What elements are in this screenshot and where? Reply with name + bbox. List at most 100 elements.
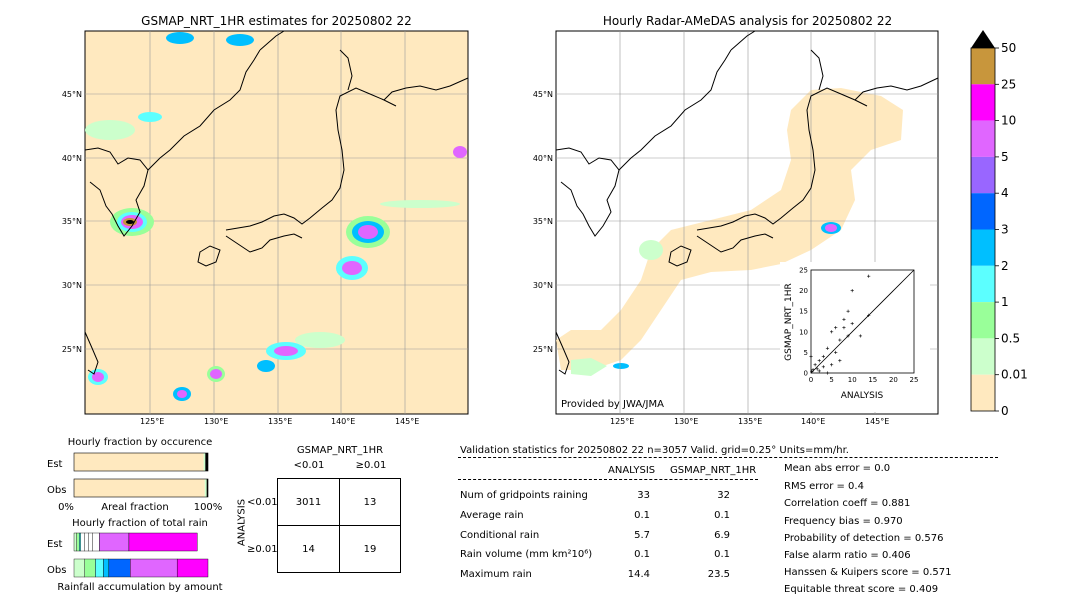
colorbar-segment (971, 338, 995, 375)
validation-row-label: Num of gridpoints raining (460, 490, 588, 501)
lat-label: 35°N (62, 217, 82, 226)
colorbar-segment (971, 193, 995, 230)
scatter-xtick: 5 (829, 376, 833, 384)
occ-cat-label: Obs (47, 485, 66, 496)
rain-bar-segment (88, 532, 93, 552)
scatter-diagonal (810, 269, 915, 374)
lon-label: 145°E (865, 417, 890, 426)
lon-label: 125°E (610, 417, 635, 426)
validation-col-gsmap: GSMAP_NRT_1HR (670, 465, 757, 476)
validation-row-gsmap: 6.9 (714, 530, 730, 541)
scatter-point (842, 317, 846, 322)
contingency-col-label: ≥0.01 (355, 460, 387, 471)
lon-label: 140°E (331, 417, 356, 426)
scatter-point (817, 359, 821, 363)
validation-row-gsmap: 0.1 (714, 549, 730, 560)
validation-row-gsmap: 23.5 (707, 569, 730, 580)
contingency-row-label: <0.01 (247, 497, 278, 508)
scatter-ytick: 25 (799, 267, 808, 275)
occurrence-chart: Est Obs 0% 100% Areal fraction (47, 452, 223, 513)
lat-label: 45°N (62, 90, 82, 99)
rain-bar-segment (130, 558, 178, 578)
contingency-col-label: <0.01 (293, 460, 325, 471)
colorbar-label: 1 (1001, 295, 1009, 309)
validation-row-label: Rain volume (mm km²10⁶) (460, 549, 593, 560)
scatter-point (846, 334, 850, 338)
lat-label: 25°N (62, 345, 82, 354)
lon-label: 140°E (801, 417, 826, 426)
rain-bar-segment (99, 532, 130, 552)
rain-cat-label: Est (47, 539, 63, 550)
score-line: Frequency bias = 0.970 (784, 516, 903, 527)
contingency-table: 3011 13 14 19 (277, 478, 401, 573)
score-line: Probability of detection = 0.576 (784, 533, 944, 544)
total-rain-title: Hourly fraction of total rain (72, 518, 208, 529)
total-rain-chart: Est Obs Rainfall accumulation by amount (47, 532, 223, 593)
scatter-point (838, 359, 842, 363)
scatter-point (809, 354, 813, 359)
left-map-lon-labels: 125°E 130°E 135°E 140°E 145°E (85, 417, 468, 429)
colorbar-label: 0.5 (1001, 331, 1020, 345)
validation-row-analysis: 0.1 (634, 510, 650, 521)
score-line: False alarm ratio = 0.406 (784, 550, 911, 561)
scatter-point (821, 354, 825, 359)
scatter-xtick: 0 (809, 376, 813, 384)
colorbar-label: 5 (1001, 150, 1009, 164)
occ-tick-right: 100% (194, 502, 223, 513)
scatter-ytick: 20 (799, 287, 808, 295)
colorbar-label: 2 (1001, 259, 1009, 273)
score-line: Equitable threat score = 0.409 (784, 584, 939, 595)
right-map-title: Hourly Radar-AMeDAS analysis for 2025080… (602, 14, 893, 28)
occurrence-title: Hourly fraction by occurence (67, 437, 213, 448)
right-map-coastline (555, 30, 939, 375)
rain-xlabel: Rainfall accumulation by amount (57, 582, 222, 593)
validation-row-analysis: 33 (637, 490, 650, 501)
validation-row-label: Average rain (460, 510, 524, 521)
scatter-point (834, 326, 838, 330)
occ-bar-segment (74, 479, 205, 497)
lat-label: 30°N (62, 281, 82, 290)
colorbar-segment (971, 229, 995, 266)
scatter-xtick: 15 (868, 376, 877, 384)
lat-label: 45°N (533, 90, 553, 99)
colorbar: 50 25 10 5 4 3 2 1 0.5 0.01 0 (970, 30, 1028, 418)
scatter-point (830, 330, 834, 334)
score-line: Hanssen & Kuipers score = 0.571 (784, 567, 952, 578)
lon-label: 125°E (140, 417, 165, 426)
scatter-ytick: 10 (799, 328, 808, 336)
scatter-point (815, 367, 819, 371)
colorbar-label: 10 (1001, 114, 1016, 128)
scatter-xlabel: ANALYSIS (841, 391, 884, 401)
scatter-xtick: 20 (889, 376, 898, 384)
score-line: Mean abs error = 0.0 (784, 463, 891, 474)
left-map-lat-labels: 45°N 40°N 35°N 30°N 25°N (62, 90, 82, 354)
score-line: Correlation coeff = 0.881 (784, 498, 911, 509)
lon-label: 145°E (395, 417, 420, 426)
lon-label: 130°E (204, 417, 229, 426)
rain-bar-segment (79, 532, 81, 552)
scatter-point (867, 274, 871, 278)
scatter-point (830, 363, 834, 367)
scatter-xtick: 10 (848, 376, 857, 384)
rain-bar-segment (103, 558, 110, 578)
lon-label: 130°E (674, 417, 699, 426)
colorbar-segment (971, 84, 995, 121)
lat-label: 40°N (533, 154, 553, 163)
rain-bar-segment (108, 558, 131, 578)
scatter-point (813, 363, 817, 367)
rain-bar-segment (73, 558, 85, 578)
scatter-point (811, 368, 815, 372)
colorbar-segment (971, 302, 995, 339)
scatter-ylabel: GSMAP_NRT_1HR (784, 283, 794, 361)
rain-bar-segment (73, 532, 77, 552)
rain-bar-segment (84, 558, 96, 578)
right-map-lon-labels: 125°E 130°E 135°E 140°E 145°E (556, 417, 939, 429)
lon-label: 135°E (738, 417, 763, 426)
rain-bar-segment (76, 532, 80, 552)
left-map-coastline (84, 30, 469, 375)
colorbar-label: 50 (1001, 41, 1016, 55)
left-map: 45°N 40°N 35°N 30°N 25°N (62, 30, 469, 415)
validation-row-label: Conditional rain (460, 530, 540, 541)
contingency-row-title: ANALYSIS (236, 498, 248, 547)
occ-bar-segment (205, 453, 208, 471)
